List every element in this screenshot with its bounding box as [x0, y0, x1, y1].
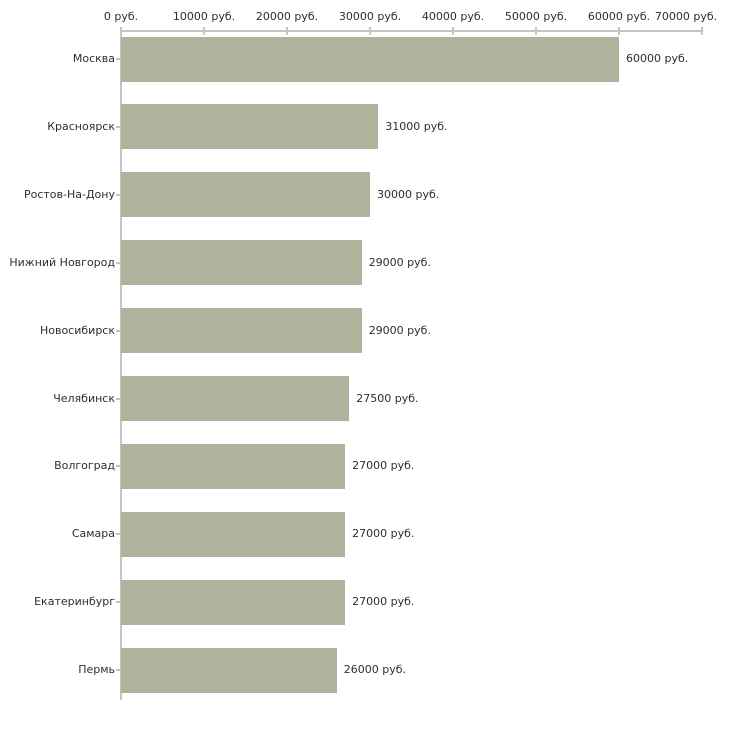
category-tick	[116, 669, 121, 672]
category-label: Пермь	[78, 663, 115, 677]
category-tick	[116, 58, 121, 60]
category-tick	[116, 125, 121, 128]
value-label: 27000 руб.	[352, 595, 415, 609]
x-axis-line	[121, 30, 702, 32]
x-axis-tick-label: 20000 руб.	[255, 10, 319, 23]
x-axis-tick-label: 10000 руб.	[172, 10, 236, 23]
value-label: 27000 руб.	[352, 459, 415, 473]
category-tick	[116, 533, 121, 536]
category-tick	[116, 329, 121, 332]
category-tick	[116, 601, 121, 604]
category-tick	[116, 465, 121, 468]
value-label: 31000 руб.	[385, 119, 448, 133]
category-label: Самара	[71, 527, 115, 541]
bar	[121, 104, 379, 150]
x-axis-tick-label: 50000 руб.	[504, 10, 568, 23]
value-label: 29000 руб.	[368, 255, 431, 269]
category-tick	[116, 193, 121, 196]
bar	[121, 511, 346, 557]
x-axis-tick	[286, 27, 288, 35]
x-axis-tick	[452, 27, 454, 35]
category-label: Челябинск	[53, 391, 115, 405]
x-axis-tick	[369, 27, 371, 35]
x-axis-tick	[701, 27, 703, 35]
bar	[121, 240, 362, 286]
value-label: 26000 руб.	[343, 663, 407, 677]
bar	[121, 579, 346, 625]
category-tick	[116, 397, 121, 400]
bar	[121, 376, 350, 421]
y-axis-line	[120, 30, 122, 700]
category-label: Ростов-На-Дону	[23, 187, 115, 201]
category-label: Москва	[72, 52, 115, 65]
x-axis-tick	[203, 27, 205, 35]
value-label: 29000 руб.	[368, 323, 431, 337]
x-axis-tick-label: 70000 руб.	[654, 10, 718, 23]
bar	[121, 36, 619, 82]
x-axis-tick	[535, 27, 537, 35]
category-tick	[116, 261, 121, 264]
value-label: 60000 руб.	[626, 52, 689, 65]
value-label: 27000 руб.	[352, 527, 415, 541]
category-label: Нижний Новгород	[9, 255, 115, 269]
bar	[121, 308, 362, 354]
category-label: Волгоград	[54, 459, 115, 473]
value-label: 30000 руб.	[377, 187, 440, 201]
category-label: Новосибирск	[39, 323, 115, 337]
x-axis-tick-label: 0 руб.	[103, 10, 139, 23]
category-label: Красноярск	[47, 119, 115, 133]
x-axis-tick	[120, 27, 122, 35]
bar	[121, 172, 370, 218]
bar	[121, 647, 337, 693]
x-axis-tick-label: 30000 руб.	[338, 10, 402, 23]
x-axis-tick-label: 60000 руб.	[587, 10, 651, 23]
x-axis-tick-label: 40000 руб.	[421, 10, 485, 23]
value-label: 27500 руб.	[356, 391, 419, 405]
x-axis-tick	[618, 27, 620, 35]
category-label: Екатеринбург	[34, 595, 115, 609]
bar	[121, 443, 346, 489]
